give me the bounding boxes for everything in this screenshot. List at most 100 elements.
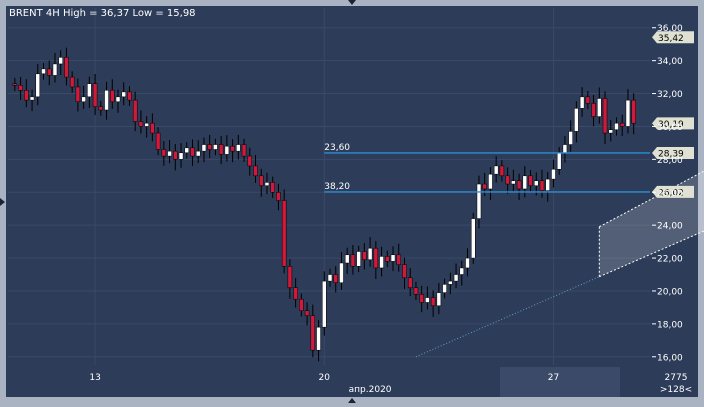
candle-up <box>562 144 568 154</box>
candle-down <box>505 175 510 185</box>
price-label: 30,19 <box>658 120 684 130</box>
candle-up <box>556 152 562 170</box>
candle-down <box>350 254 356 267</box>
candle-down <box>218 144 224 155</box>
y-tick-label: 34,00 <box>657 57 683 67</box>
candle-up <box>104 90 109 111</box>
candle-up <box>236 144 241 152</box>
candle-down <box>413 287 419 295</box>
candle-down <box>241 144 247 157</box>
candle-up <box>339 262 344 283</box>
y-tick-label: 26,00 <box>657 189 683 199</box>
price-label-box <box>652 185 694 198</box>
candle-up <box>511 180 516 185</box>
candle-up <box>316 326 321 351</box>
price-label-box <box>652 146 694 159</box>
candle-up <box>58 57 63 65</box>
candle-down <box>155 132 161 150</box>
scroll-top-arrow-icon[interactable] <box>348 0 356 5</box>
candle-up <box>35 73 41 98</box>
y-tick-label: 16,00 <box>657 353 683 363</box>
candle-up <box>52 63 58 76</box>
x-month-label: апр.2020 <box>349 385 392 395</box>
scroll-bottom-arrow-icon[interactable] <box>348 398 356 403</box>
candle-down <box>402 264 407 279</box>
x-tick-label: 27 <box>548 373 559 383</box>
candle-up <box>87 83 92 98</box>
candle-down <box>253 165 258 177</box>
candle-up <box>465 257 470 269</box>
candle-up <box>488 173 493 190</box>
fib-level-label: 23,60 <box>324 143 350 153</box>
candle-down <box>585 96 591 104</box>
y-tick-label: 36,00 <box>657 24 683 34</box>
candle-down <box>304 310 310 316</box>
candle-up <box>327 274 333 282</box>
candle-up <box>115 96 121 103</box>
candle-up <box>184 147 190 154</box>
candle-down <box>430 297 436 307</box>
price-label: 26,02 <box>658 188 684 198</box>
candle-down <box>276 192 281 201</box>
candle-down <box>419 294 424 303</box>
candle-up <box>459 267 465 275</box>
candle-down <box>75 86 81 103</box>
candle-down <box>92 83 98 107</box>
candle-down <box>207 144 212 150</box>
candle-up <box>379 256 384 269</box>
candle-down <box>631 99 636 124</box>
price-label-box <box>652 117 694 130</box>
candle-up <box>367 247 373 260</box>
candle-down <box>64 57 69 78</box>
candle-up <box>195 150 201 157</box>
candle-up <box>29 96 35 101</box>
candle-up <box>625 99 631 127</box>
channel-lower-line <box>599 230 704 278</box>
candle-up <box>201 144 207 152</box>
candle-up <box>614 122 619 130</box>
candle-down <box>132 99 138 122</box>
price-label: 35,42 <box>658 34 684 44</box>
candle-up <box>81 96 86 103</box>
corner-box <box>652 367 698 397</box>
x-tick-label: 13 <box>89 373 100 383</box>
y-tick-label: 20,00 <box>657 287 683 297</box>
candle-down <box>528 175 533 186</box>
fib-level-label: 38,20 <box>324 182 350 192</box>
plot-area[interactable] <box>6 6 652 367</box>
candle-up <box>453 274 459 282</box>
candle-down <box>138 121 144 127</box>
y-tick-label: 18,00 <box>657 320 683 330</box>
candle-down <box>247 155 253 167</box>
candle-up <box>390 254 396 262</box>
candle-up <box>436 292 442 307</box>
candle-down <box>69 76 75 88</box>
candle-down <box>602 98 608 134</box>
candle-up <box>144 122 149 127</box>
candle-up <box>493 165 499 175</box>
candle-down <box>161 149 167 157</box>
y-tick-label: 32,00 <box>657 90 683 100</box>
candle-down <box>373 247 379 269</box>
candle-down <box>287 266 293 288</box>
candle-down <box>499 165 505 177</box>
candle-up <box>356 251 361 267</box>
candle-down <box>407 277 413 288</box>
x-tick-label: 20 <box>319 373 331 383</box>
candle-up <box>448 280 453 285</box>
candle-down <box>173 150 178 160</box>
candle-up <box>41 68 46 75</box>
candle-up <box>264 182 270 186</box>
scroll-left-arrow-icon[interactable] <box>0 198 5 206</box>
candle-down <box>98 106 104 111</box>
y-tick-label: 28,00 <box>657 156 683 166</box>
candle-up <box>579 96 585 109</box>
candle-down <box>516 180 522 190</box>
candle-up <box>597 98 602 117</box>
candle-down <box>293 287 298 300</box>
candle-up <box>121 91 126 98</box>
candle-down <box>591 103 596 117</box>
candle-down <box>46 68 52 76</box>
